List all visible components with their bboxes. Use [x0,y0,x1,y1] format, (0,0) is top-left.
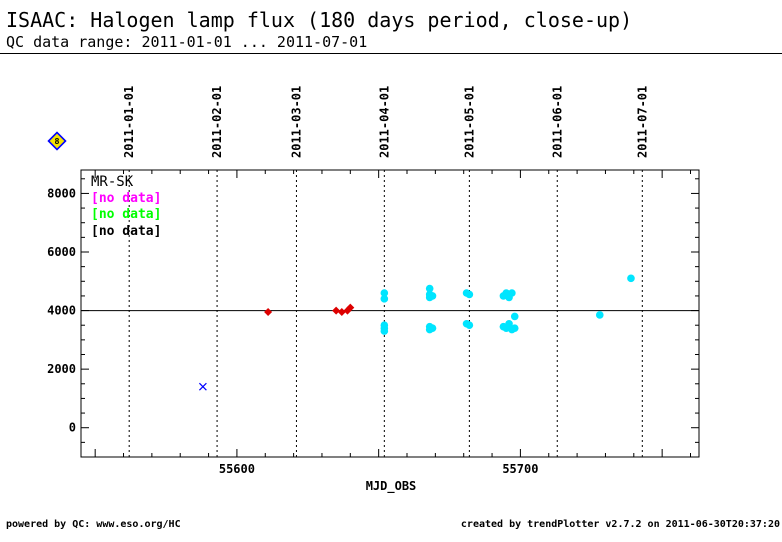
badge-icon: 8 [47,131,67,151]
data-point [337,308,346,317]
legend-entry: [no data] [91,207,161,222]
badge-diamond [47,131,67,151]
data-point [508,289,516,297]
legend-entry: [no data] [91,224,161,239]
legend-title: MR-SK [91,174,134,190]
data-point [264,308,273,317]
y-tick-label: 8000 [47,186,76,200]
header-divider [0,53,782,54]
month-label: 2011-06-01 [550,86,564,158]
month-label: 2011-04-01 [377,86,391,158]
data-point [198,382,207,391]
page-subtitle: QC data range: 2011-01-01 ... 2011-07-01 [6,33,368,51]
data-point [346,303,355,312]
plot-frame [80,169,700,458]
footer-powered-by: powered by QC: www.eso.org/HC [6,519,181,530]
y-tick-label: 0 [69,421,76,435]
data-point [428,292,437,300]
badge-label: 8 [55,137,60,146]
data-point [510,312,519,321]
month-label: 2011-02-01 [210,86,224,158]
data-point [380,289,389,297]
x-tick-label: 55600 [219,462,255,476]
data-point [380,295,389,303]
footer-created-by: created by trendPlotter v2.7.2 on 2011-0… [460,519,780,530]
data-point [505,319,513,328]
x-axis-title: MJD_OBS [366,479,417,494]
data-point [332,306,341,315]
x-tick-label: 55700 [502,462,538,476]
month-label: 2011-05-01 [462,86,476,158]
y-tick-label: 4000 [47,304,76,318]
data-point [510,324,519,332]
data-point [595,311,604,319]
data-point [627,274,635,283]
data-point [465,290,474,299]
data-point [380,327,389,335]
legend-entry: [no data] [91,191,161,206]
data-point [425,284,434,293]
y-tick-label: 2000 [47,362,76,376]
month-label: 2011-01-01 [122,86,136,158]
month-label: 2011-03-01 [289,86,303,158]
y-tick-label: 6000 [47,245,76,259]
month-label: 2011-07-01 [635,86,649,158]
data-point [465,321,474,330]
data-point [428,324,437,332]
page-title: ISAAC: Halogen lamp flux (180 days perio… [6,8,633,32]
legend: MR-SK [no data] [no data] [no data] [91,174,161,239]
